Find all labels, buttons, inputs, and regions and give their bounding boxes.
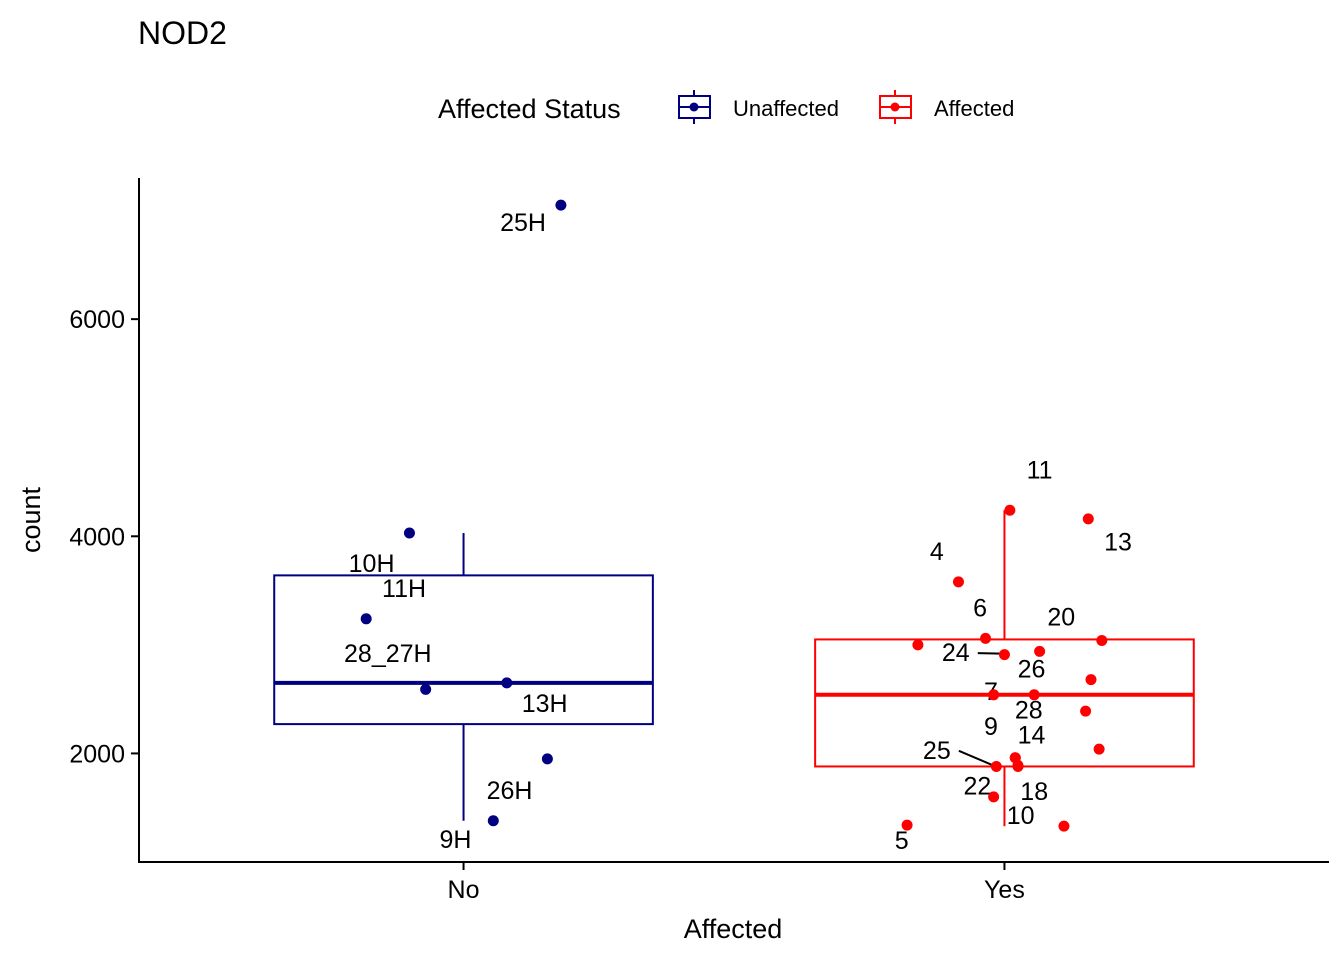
point-label: 28 [1015, 697, 1043, 725]
data-point [998, 649, 1010, 661]
data-point [952, 576, 964, 588]
point-label: 5 [895, 827, 909, 855]
data-point [420, 683, 432, 695]
point-label: 9 [984, 713, 998, 741]
chart-title: NOD2 [138, 15, 227, 51]
legend-key-affected [879, 90, 912, 124]
point-label: 25H [500, 209, 546, 237]
point-label: 20 [1047, 603, 1075, 631]
data-point [980, 632, 992, 644]
data-point [1034, 645, 1046, 657]
point-label: 9H [439, 826, 471, 854]
point-label: 28_27H [344, 640, 432, 668]
point-label: 6 [973, 595, 987, 623]
label-leader [958, 749, 994, 767]
data-point [1096, 635, 1108, 647]
data-point [988, 689, 1000, 701]
data-point [360, 613, 372, 625]
point-label: 11 [1027, 457, 1053, 485]
legend-label-affected: Affected [934, 96, 1014, 121]
data-point [1058, 820, 1070, 832]
data-point [990, 760, 1002, 772]
data-point [1093, 743, 1105, 755]
data-point [1012, 760, 1024, 772]
legend-label-unaffected: Unaffected [733, 96, 839, 121]
y-tick-label: 6000 [69, 306, 125, 334]
data-point [1004, 504, 1016, 516]
x-axis-title: Affected [684, 914, 783, 944]
point-label: 26 [1018, 655, 1046, 683]
data-point [487, 815, 499, 827]
data-point [1085, 674, 1097, 686]
point-label: 13 [1104, 528, 1132, 556]
box-iqr [814, 638, 1195, 768]
legend-key-unaffected [678, 90, 711, 124]
legend-title: Affected Status [438, 94, 621, 124]
point-label: 10H [349, 550, 395, 578]
point-label: 24 [942, 639, 970, 667]
point-label: 14 [1018, 722, 1046, 750]
data-point [1080, 705, 1092, 717]
point-label: 13H [522, 690, 568, 718]
point-label: 25 [923, 737, 951, 765]
point-label: 10 [1007, 802, 1035, 830]
point-label: 18 [1020, 778, 1048, 806]
point-label: 26H [487, 777, 533, 805]
x-tick-label: No [448, 876, 480, 904]
box-iqr [273, 574, 654, 726]
y-axis-title: count [16, 486, 46, 553]
x-tick-label: Yes [984, 876, 1025, 904]
plot-area: 25H10H11H28_27H13H26H9H11134620262472814… [273, 199, 1195, 855]
point-label: 22 [964, 773, 992, 801]
y-tick-label: 4000 [69, 523, 125, 551]
data-point [988, 791, 1000, 803]
data-point [403, 527, 415, 539]
data-point [501, 677, 513, 689]
data-point [912, 639, 924, 651]
data-point [1082, 513, 1094, 525]
legend: Affected Status Unaffected Affected [438, 90, 1014, 124]
box-affected: 111346202624728149251822510 [814, 457, 1195, 855]
data-point [541, 753, 553, 765]
y-tick-label: 2000 [69, 740, 125, 768]
axes: 2000 4000 6000 No Yes [69, 306, 1024, 904]
data-point [901, 819, 913, 831]
point-label: 4 [930, 538, 944, 566]
data-point [555, 199, 567, 211]
point-label: 11H [382, 575, 426, 603]
data-point [1028, 689, 1040, 701]
